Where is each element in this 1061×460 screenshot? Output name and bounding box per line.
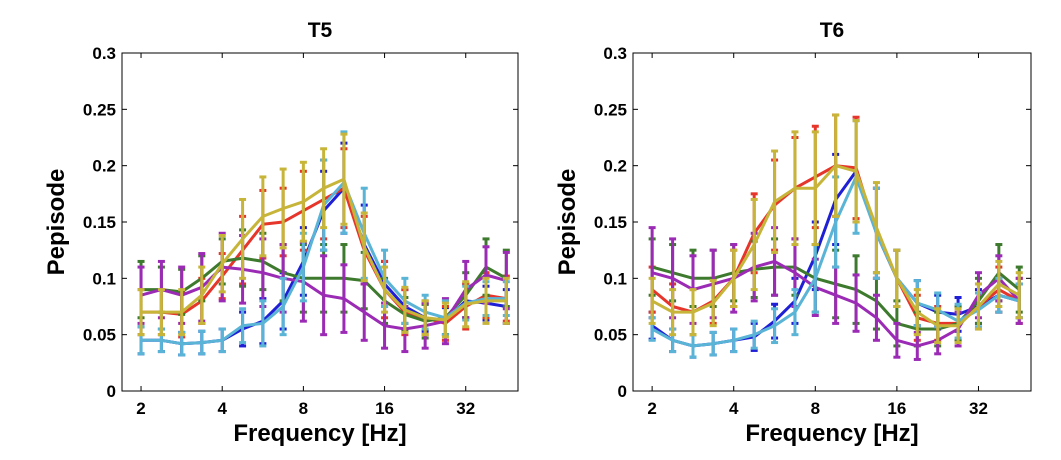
y-tick-label: 0.2 [603, 157, 627, 176]
y-tick-label: 0 [107, 382, 116, 401]
y-tick-label: 0.15 [594, 213, 627, 232]
x-tick-label: 8 [811, 399, 820, 418]
x-axis-label: Frequency [Hz] [233, 420, 406, 447]
x-tick-label: 2 [647, 399, 656, 418]
x-tick-label: 16 [887, 399, 906, 418]
series-6 [648, 113, 1023, 345]
chart-panel-t5: T5 Frequency [Hz] Pepisode 0 0.05 0.1 0.15 0… [43, 19, 519, 447]
x-tick-label: 2 [136, 399, 145, 418]
chart-title: T5 [308, 19, 333, 42]
x-tick-label: 8 [299, 399, 308, 418]
y-tick-label: 0.2 [92, 157, 116, 176]
y-tick-label: 0.15 [83, 213, 116, 232]
y-tick-label: 0 [618, 382, 627, 401]
chart-title: T6 [820, 19, 845, 42]
chart-panel-t6: T6 Frequency [Hz] Pepisode 0 0.05 0.1 0.15 0… [554, 19, 1032, 447]
y-tick-label: 0.05 [83, 326, 116, 345]
y-tick-label: 0.1 [603, 269, 627, 288]
x-tick-label: 4 [217, 399, 227, 418]
y-tick-label: 0.25 [594, 100, 627, 119]
y-axis-label: Pepisode [43, 169, 70, 276]
x-tick-label: 16 [375, 399, 394, 418]
series-line [141, 177, 507, 322]
y-tick-label: 0.1 [92, 269, 116, 288]
x-axis-label: Frequency [Hz] [745, 420, 918, 447]
x-tick-label: 32 [456, 399, 475, 418]
y-tick-label: 0.3 [92, 44, 116, 63]
y-axis-label: Pepisode [554, 169, 581, 276]
error-bar [502, 276, 510, 325]
x-tick-label: 4 [729, 399, 739, 418]
series-line [651, 164, 1021, 328]
series-6 [137, 132, 510, 339]
x-tick-label: 32 [969, 399, 988, 418]
y-tick-label: 0.3 [603, 44, 627, 63]
y-tick-label: 0.05 [594, 326, 627, 345]
y-tick-label: 0.25 [83, 100, 116, 119]
